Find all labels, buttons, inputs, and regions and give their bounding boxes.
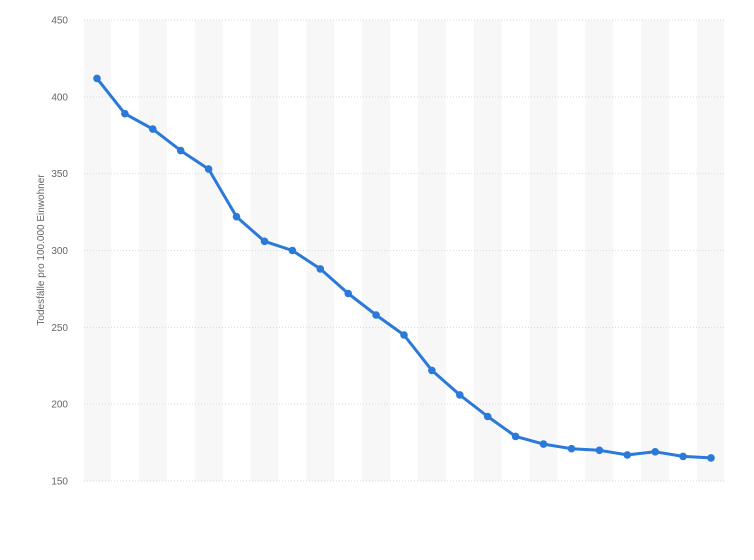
data-point	[483, 412, 492, 421]
gridlines	[84, 19, 724, 482]
data-point	[623, 451, 632, 459]
data-point	[595, 446, 604, 455]
y-axis-title: Todesfälle pro 100.000 Einwohner	[36, 174, 47, 326]
background-band	[194, 20, 223, 481]
data-point	[456, 391, 464, 399]
background-band	[84, 20, 111, 481]
data-point	[428, 366, 436, 375]
background-band	[697, 20, 724, 481]
y-tick-label: 250	[51, 323, 68, 334]
data-point	[260, 237, 269, 246]
background-band	[306, 20, 335, 481]
data-point	[288, 246, 297, 255]
y-tick-label: 200	[51, 400, 68, 411]
y-axis-ticks: 150 200 250 300 350 400 450	[51, 16, 68, 488]
data-point	[372, 311, 380, 319]
series-layer	[93, 74, 715, 462]
data-point	[316, 265, 325, 273]
data-point	[539, 440, 548, 448]
data-point	[149, 125, 157, 133]
data-point	[232, 212, 241, 221]
data-point	[121, 109, 129, 118]
data-point	[651, 448, 659, 456]
data-point	[567, 444, 576, 453]
data-point	[400, 331, 408, 339]
y-tick-label: 450	[51, 16, 68, 27]
y-tick-label: 400	[51, 92, 68, 103]
data-point	[204, 165, 213, 173]
data-point	[176, 146, 185, 155]
y-tick-label: 300	[51, 246, 68, 257]
series-line	[95, 76, 713, 460]
data-point	[707, 454, 715, 462]
data-point	[679, 452, 687, 461]
data-point	[344, 289, 353, 298]
data-point	[93, 74, 101, 83]
y-tick-label: 350	[51, 169, 68, 180]
data-point	[511, 432, 520, 441]
background-band	[473, 20, 502, 481]
background-band	[585, 20, 614, 481]
y-tick-label: 150	[51, 477, 68, 488]
